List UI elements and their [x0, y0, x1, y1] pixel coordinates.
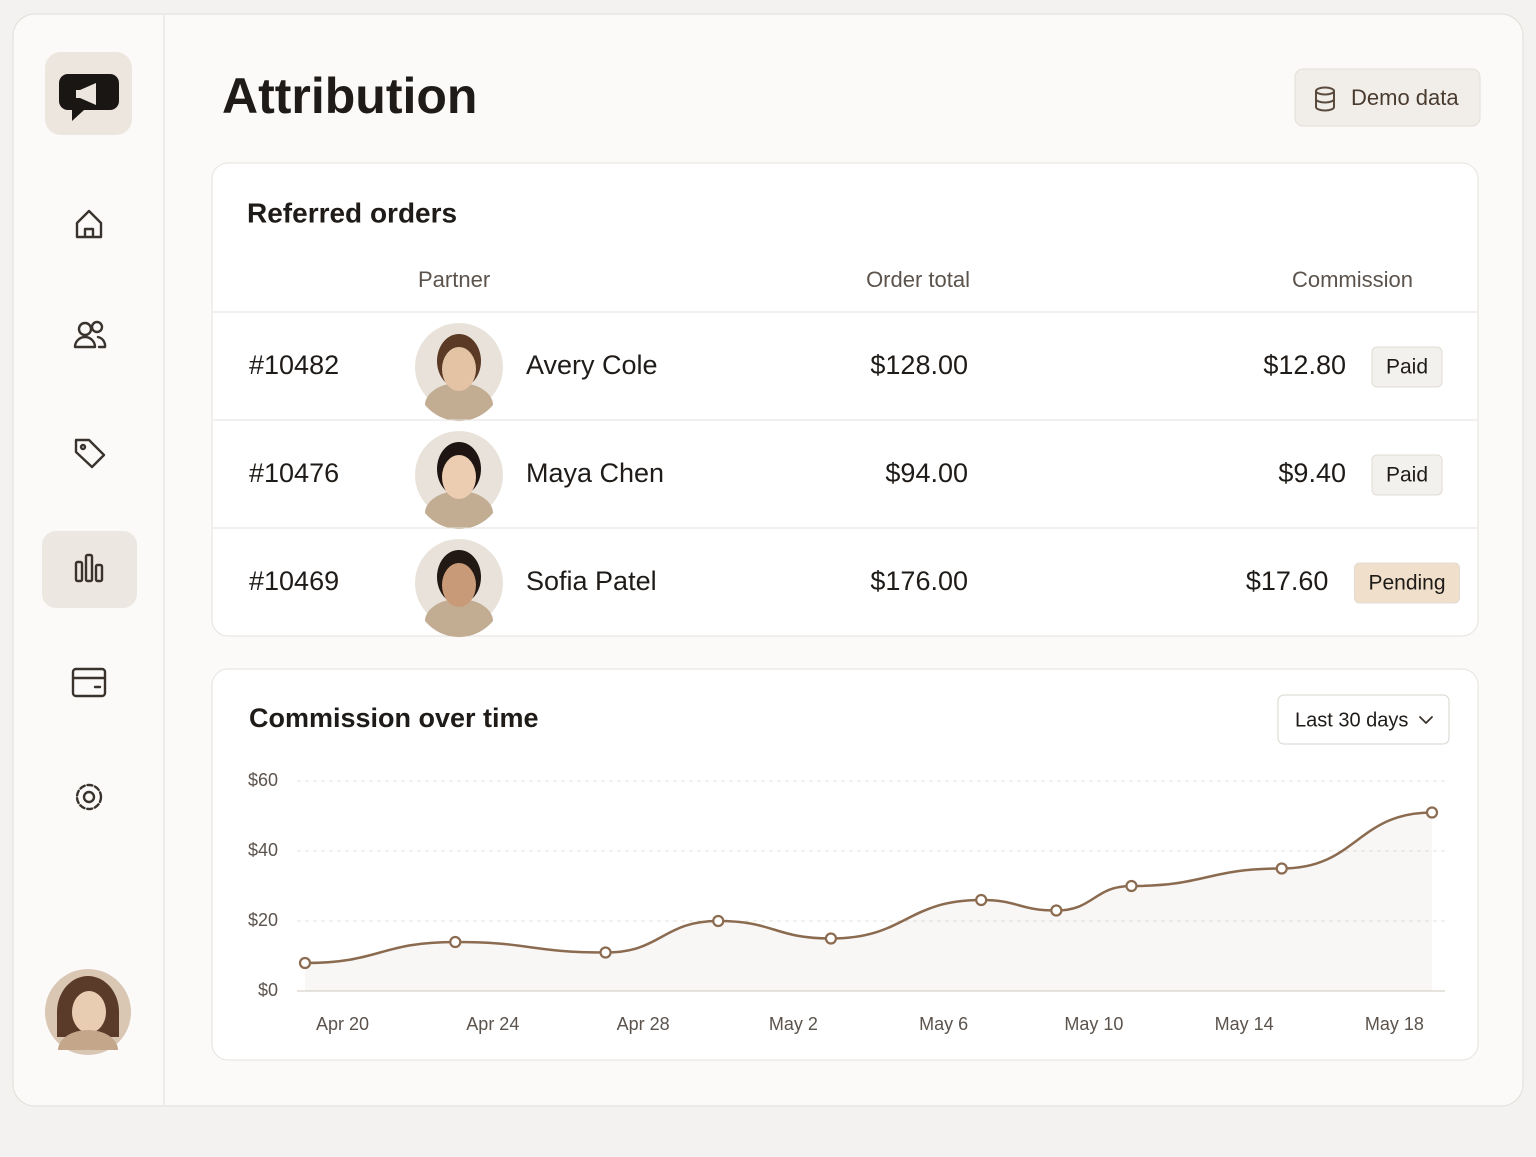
y-tick-label: $40: [248, 840, 278, 860]
point: [712, 914, 725, 928]
x-tick-label: May 18: [1365, 1014, 1424, 1034]
point: [1275, 862, 1288, 875]
x-tick-label: May 14: [1215, 1014, 1274, 1034]
point: [824, 932, 838, 945]
status-bg: [1353, 562, 1461, 604]
y-tick-label: $60: [248, 770, 278, 790]
nav-payouts[interactable]: [71, 667, 107, 698]
commission: $9.40: [1278, 458, 1346, 488]
nav-offers[interactable]: [74, 438, 106, 469]
nav-home[interactable]: [75, 209, 103, 239]
chart-title: Commission over time: [249, 703, 539, 733]
x-tick-label: Apr 20: [316, 1014, 369, 1034]
point: [975, 893, 988, 907]
column-header: Order total: [866, 267, 970, 292]
status-badge: Paid: [1371, 346, 1443, 388]
point: [298, 956, 312, 970]
x-tick-label: May 10: [1064, 1014, 1123, 1034]
partner-name: Maya Chen: [526, 458, 664, 488]
status-bg: [1371, 454, 1443, 496]
x-tick-label: May 2: [769, 1014, 818, 1034]
commission: $17.60: [1246, 566, 1329, 596]
logo-icon: [76, 83, 96, 105]
status-badge: Paid: [1371, 454, 1443, 496]
avatar-shirt: [425, 599, 493, 638]
status-badge: Pending: [1353, 562, 1461, 604]
order-id: #10469: [249, 566, 339, 596]
area-fill: [305, 812, 1432, 991]
line: [304, 811, 1433, 965]
point: [449, 935, 462, 949]
point: [1425, 806, 1439, 819]
order-total: $176.00: [870, 566, 968, 596]
order-id: #10482: [249, 350, 339, 380]
dropdown-chevron: [1419, 716, 1433, 724]
order-total: $94.00: [885, 458, 968, 488]
column-header: Partner: [418, 267, 490, 292]
status-label: Paid: [1386, 464, 1428, 487]
partner-name: Avery Cole: [526, 350, 658, 380]
orders-card: [211, 162, 1479, 637]
chart-card: [211, 668, 1479, 1061]
point: [599, 946, 612, 959]
nav-active-bg: [42, 531, 137, 608]
nav-analytics[interactable]: [74, 553, 104, 583]
order-rows: #10482 Avery Cole $128.00 Paid $12.80 #10476 M…: [213, 311, 1477, 638]
y-tick-label: $0: [258, 980, 278, 1000]
x-tick-label: Apr 24: [466, 1014, 519, 1034]
avatar-face: [442, 347, 476, 391]
status-bg: [1371, 346, 1443, 388]
x-tick-label: May 6: [919, 1014, 968, 1034]
partner-avatar: [415, 539, 503, 638]
point: [1125, 879, 1138, 893]
y-tick-label: $20: [248, 910, 278, 930]
demo-data-button[interactable]: [1294, 68, 1481, 127]
card-title: Referred orders: [247, 197, 457, 228]
avatar-face: [442, 455, 476, 499]
partner-avatar: [415, 431, 503, 530]
status-label: Paid: [1386, 356, 1428, 379]
column-header: Commission: [1292, 267, 1413, 292]
range-dropdown[interactable]: [1277, 694, 1450, 745]
commission: $12.80: [1263, 350, 1346, 380]
avatar-face: [442, 563, 476, 607]
partner-name: Sofia Patel: [526, 566, 657, 596]
partner-avatar: [415, 323, 503, 422]
avatar-shirt: [425, 491, 493, 530]
nav-settings[interactable]: [75, 783, 103, 811]
x-tick-label: Apr 28: [617, 1014, 670, 1034]
demo-data-label: Demo data: [1351, 85, 1459, 110]
order-id: #10476: [249, 458, 339, 488]
plot: $0 $20 $40 $60 Apr 20 Apr 24 Apr 28 May 2 May 6 M…: [248, 770, 1445, 1034]
profile-avatar[interactable]: [45, 969, 131, 1055]
range-label: Last 30 days: [1295, 709, 1408, 731]
avatar-shirt: [425, 383, 493, 422]
status-label: Pending: [1368, 572, 1445, 595]
nav-partners[interactable]: [73, 320, 107, 349]
database-icon: [1315, 86, 1335, 112]
order-total: $128.00: [870, 350, 968, 380]
point: [1050, 904, 1063, 917]
page-title: Attribution: [222, 68, 477, 124]
